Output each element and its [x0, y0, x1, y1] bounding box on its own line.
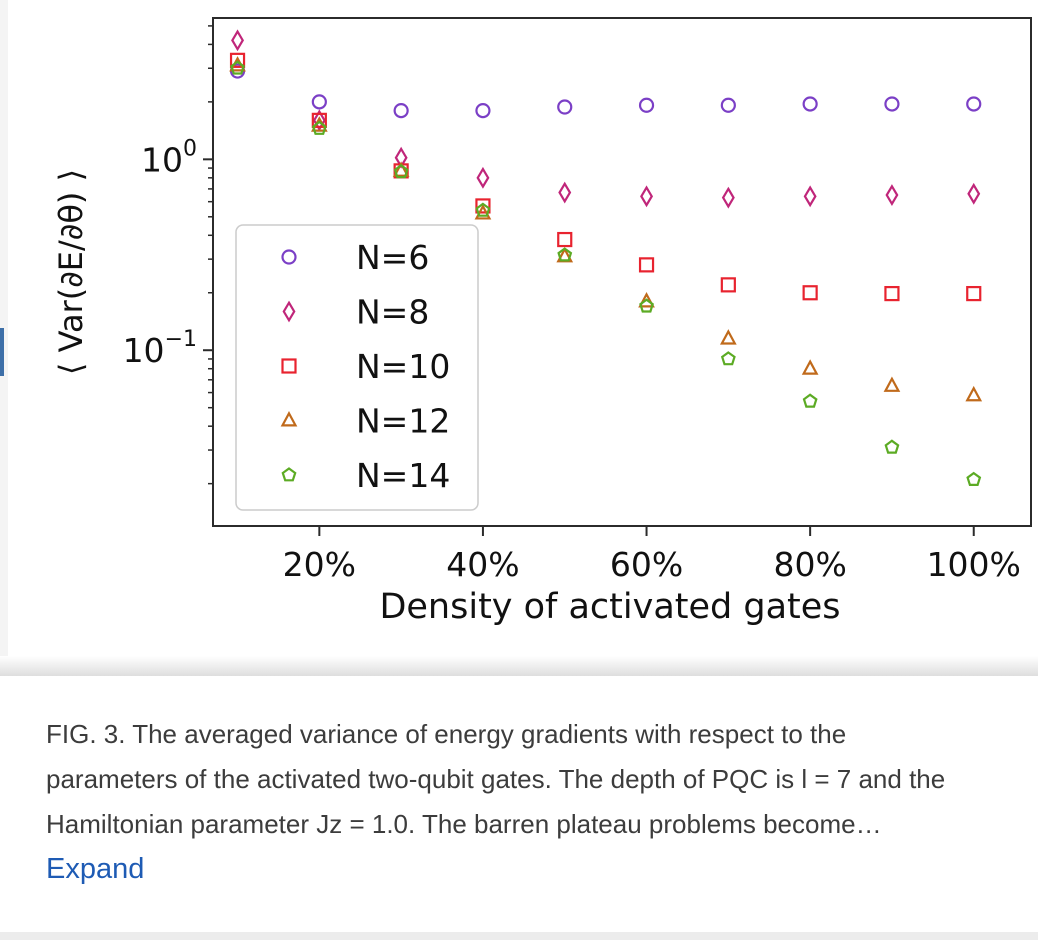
marker-square — [281, 358, 297, 374]
marker-circle — [281, 249, 297, 265]
marker-triangle — [965, 385, 983, 402]
marker-triangle — [474, 204, 492, 220]
marker-pentagon — [393, 163, 409, 179]
caption-text: FIG. 3. The averaged variance of energy … — [46, 719, 946, 839]
marker-pentagon — [281, 467, 297, 482]
x-tick-label: 60% — [610, 545, 683, 584]
marker-pentagon — [475, 202, 491, 217]
legend-box — [235, 224, 479, 511]
expand-link[interactable]: Expand — [46, 853, 145, 885]
marker-pentagon — [966, 471, 982, 486]
marker-circle — [638, 97, 655, 113]
legend-label: N=12 — [356, 402, 450, 441]
panel-divider — [0, 656, 1038, 676]
marker-triangle — [638, 292, 655, 308]
marker-square — [966, 285, 982, 302]
marker-circle — [557, 99, 573, 115]
y-tick-label: 100 — [141, 136, 197, 179]
left-edge-mark — [0, 328, 4, 376]
series-n-10 — [229, 52, 982, 302]
bottom-bar — [0, 932, 1038, 940]
marker-pentagon — [802, 393, 818, 408]
marker-circle — [802, 96, 818, 112]
marker-diamond — [312, 109, 326, 132]
x-tick-label: 20% — [283, 545, 356, 584]
legend-label: N=6 — [356, 238, 429, 277]
marker-triangle — [883, 376, 901, 392]
left-edge-strip — [0, 0, 8, 668]
x-tick-label: 80% — [773, 545, 846, 584]
marker-circle — [884, 96, 900, 112]
x-axis-label: Density of activated gates — [379, 587, 840, 627]
marker-pentagon — [639, 298, 654, 313]
marker-square — [557, 231, 573, 248]
marker-diamond — [967, 182, 981, 205]
marker-triangle — [392, 161, 410, 177]
series-n-14 — [230, 60, 982, 486]
marker-pentagon — [884, 439, 900, 454]
marker-diamond — [231, 29, 245, 52]
marker-triangle — [801, 359, 819, 375]
y-minor-ticks — [208, 25, 213, 485]
y-tick-label: 10−1 — [123, 327, 197, 370]
x-tick-label: 40% — [446, 545, 519, 584]
marker-circle — [393, 103, 409, 119]
marker-diamond — [282, 300, 296, 323]
legend-label: N=8 — [356, 293, 429, 332]
marker-circle — [475, 103, 491, 119]
caption-card: FIG. 3. The averaged variance of energy … — [8, 676, 1038, 932]
x-ticks: 20% 40% 60% 80% 100% — [283, 526, 1021, 584]
marker-pentagon — [557, 247, 573, 262]
marker-square — [229, 52, 246, 68]
legend-items: N=6 N=8 N=10 N=12 N=14 — [280, 238, 450, 495]
marker-triangle — [719, 329, 737, 345]
marker-circle — [311, 94, 327, 110]
marker-diamond — [640, 185, 654, 208]
marker-diamond — [558, 181, 572, 204]
marker-diamond — [885, 184, 899, 206]
data-markers — [229, 29, 983, 486]
y-axis-label: ⟨ Var(∂E/∂θ) ⟩ — [52, 169, 90, 375]
marker-triangle — [280, 411, 298, 427]
marker-square — [638, 257, 655, 273]
marker-pentagon — [720, 351, 736, 366]
legend-label: N=10 — [356, 347, 450, 386]
series-n-8 — [231, 29, 981, 209]
marker-square — [802, 285, 818, 301]
marker-diamond — [476, 166, 490, 189]
marker-circle — [966, 96, 982, 112]
figure-panel: 100 10−1 20% 40% 60% 80% 100% N=6 N=8 N=10 N=12 N… — [52, 17, 1032, 627]
marker-diamond — [803, 185, 817, 208]
x-tick-label: 100% — [927, 545, 1021, 584]
caption-paragraph: FIG. 3. The averaged variance of energy … — [46, 712, 976, 892]
marker-square — [311, 112, 327, 128]
marker-pentagon — [311, 120, 327, 135]
y-major-ticks: 100 10−1 — [123, 136, 213, 370]
marker-square — [475, 198, 491, 214]
legend: N=6 N=8 N=10 N=12 N=14 — [235, 224, 479, 511]
marker-diamond — [721, 186, 735, 209]
marker-pentagon — [230, 60, 245, 75]
marker-square — [884, 285, 900, 302]
marker-square — [720, 277, 736, 293]
series-n-6 — [229, 63, 982, 119]
marker-circle — [720, 97, 736, 113]
legend-label: N=14 — [356, 456, 450, 495]
